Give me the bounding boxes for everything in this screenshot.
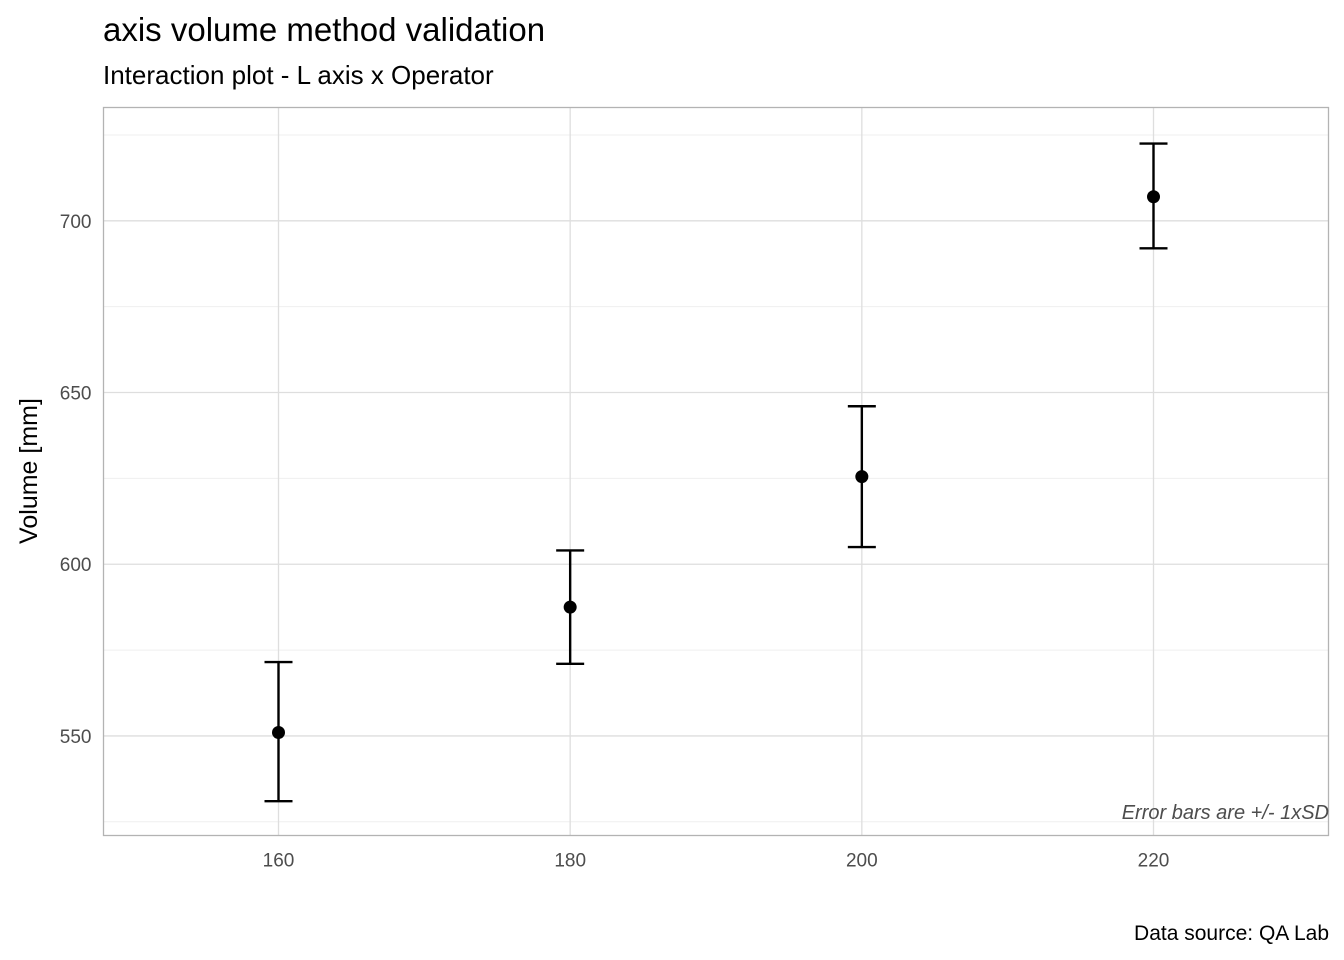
chart-title: axis volume method validation xyxy=(103,11,545,48)
data-point xyxy=(563,600,577,614)
error-bars xyxy=(264,142,1168,803)
x-tick-label: 180 xyxy=(554,851,586,872)
data-points xyxy=(272,190,1160,739)
y-tick-label: 600 xyxy=(60,555,92,576)
major-gridlines xyxy=(103,107,1329,836)
x-tick-label: 220 xyxy=(1138,851,1170,872)
minor-gridlines xyxy=(103,134,1329,823)
data-source-caption: Data source: QA Lab xyxy=(1134,922,1329,945)
x-tick-label: 160 xyxy=(263,851,295,872)
data-point xyxy=(1147,190,1160,204)
plot-panel-border xyxy=(102,106,1330,837)
x-tick-label: 200 xyxy=(846,851,878,872)
data-point xyxy=(272,725,285,739)
chart-subtitle: Interaction plot - L axis x Operator xyxy=(103,60,494,90)
y-tick-label: 700 xyxy=(60,212,92,233)
y-axis-label: Volume [mm] xyxy=(15,398,43,544)
y-axis-ticks: 550 600 650 700 xyxy=(60,212,92,748)
y-tick-label: 550 xyxy=(60,727,92,748)
y-tick-label: 650 xyxy=(60,384,92,405)
x-axis-ticks: 160 180 200 220 xyxy=(263,851,1170,872)
error-bar-note: Error bars are +/- 1xSD xyxy=(1122,802,1329,824)
data-point xyxy=(855,470,869,484)
